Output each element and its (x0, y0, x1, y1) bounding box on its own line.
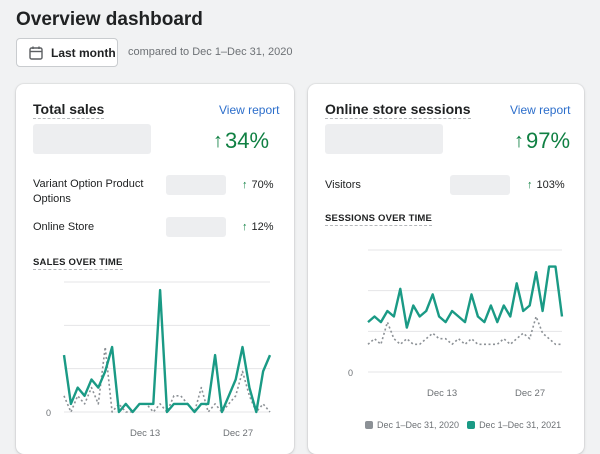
online-store-value-placeholder (166, 217, 226, 237)
sales-y-axis-label: 0 (46, 408, 51, 418)
date-range-button[interactable]: Last month (16, 38, 118, 67)
sales-over-time-title: SALES OVER TIME (33, 257, 123, 270)
variant-option-value-placeholder (166, 175, 226, 195)
sales-x-label-dec27: Dec 27 (223, 428, 253, 439)
online-store-change: ↑ 12% (242, 221, 274, 233)
date-range-label: Last month (51, 45, 116, 60)
legend-item-2021[interactable]: Dec 1–Dec 31, 2021 (467, 420, 561, 430)
sessions-legend: Dec 1–Dec 31, 2020 Dec 1–Dec 31, 2021 (365, 420, 569, 430)
arrow-up-icon: ↑ (527, 179, 533, 191)
online-sessions-title[interactable]: Online store sessions (325, 101, 471, 119)
sales-series-line-current (62, 288, 272, 414)
visitors-change: ↑ 103% (527, 179, 565, 191)
variant-option-row-label: Variant Option Product Options (33, 178, 144, 205)
online-sessions-value-placeholder (325, 124, 443, 154)
total-sales-change: ↑ 34% (213, 128, 269, 154)
total-sales-card: Total sales View report ↑ 34% Variant Op… (16, 84, 294, 454)
total-sales-value-placeholder (33, 124, 151, 154)
sales-series-line-previous (63, 346, 271, 413)
total-sales-title[interactable]: Total sales (33, 101, 105, 119)
sessions-y-axis-label: 0 (348, 368, 353, 378)
sessions-over-time-title: SESSIONS OVER TIME (325, 213, 433, 226)
variant-option-change: ↑ 70% (242, 179, 274, 191)
visitors-value-placeholder (450, 175, 510, 195)
legend-swatch-2020 (365, 421, 373, 429)
online-sessions-view-report-link[interactable]: View report (510, 103, 571, 117)
total-sales-percent: 34% (225, 128, 270, 153)
calendar-icon (26, 43, 46, 63)
page-title: Overview dashboard (16, 9, 203, 30)
legend-label-2020: Dec 1–Dec 31, 2020 (377, 420, 460, 430)
online-sessions-change: ↑ 97% (514, 128, 570, 154)
online-store-percent: 12% (251, 221, 274, 233)
sessions-series-line-previous (367, 315, 562, 346)
sessions-x-label-dec13: Dec 13 (427, 388, 457, 399)
arrow-up-icon: ↑ (213, 129, 223, 152)
variant-option-percent: 70% (251, 179, 274, 191)
visitors-percent: 103% (536, 179, 565, 191)
arrow-up-icon: ↑ (514, 129, 524, 152)
sales-x-label-dec13: Dec 13 (130, 428, 160, 439)
sessions-over-time-chart: 0 Dec 13 Dec 27 (348, 249, 564, 399)
legend-item-2020[interactable]: Dec 1–Dec 31, 2020 (365, 420, 459, 430)
visitors-row-label: Visitors (325, 179, 361, 191)
compare-text: compared to Dec 1–Dec 31, 2020 (128, 46, 293, 58)
legend-label-2021: Dec 1–Dec 31, 2021 (479, 420, 562, 430)
online-store-row-label: Online Store (33, 221, 95, 233)
sessions-x-label-dec27: Dec 27 (515, 388, 545, 399)
arrow-up-icon: ↑ (242, 179, 248, 191)
legend-swatch-2021 (467, 421, 476, 429)
arrow-up-icon: ↑ (242, 221, 248, 233)
online-sessions-card: Online store sessions View report ↑ 97% … (308, 84, 584, 454)
sessions-series-line-current (367, 265, 564, 329)
sales-over-time-chart: 0 Dec 13 Dec 27 (46, 281, 272, 439)
online-sessions-percent: 97% (526, 128, 571, 153)
total-sales-view-report-link[interactable]: View report (219, 103, 280, 117)
